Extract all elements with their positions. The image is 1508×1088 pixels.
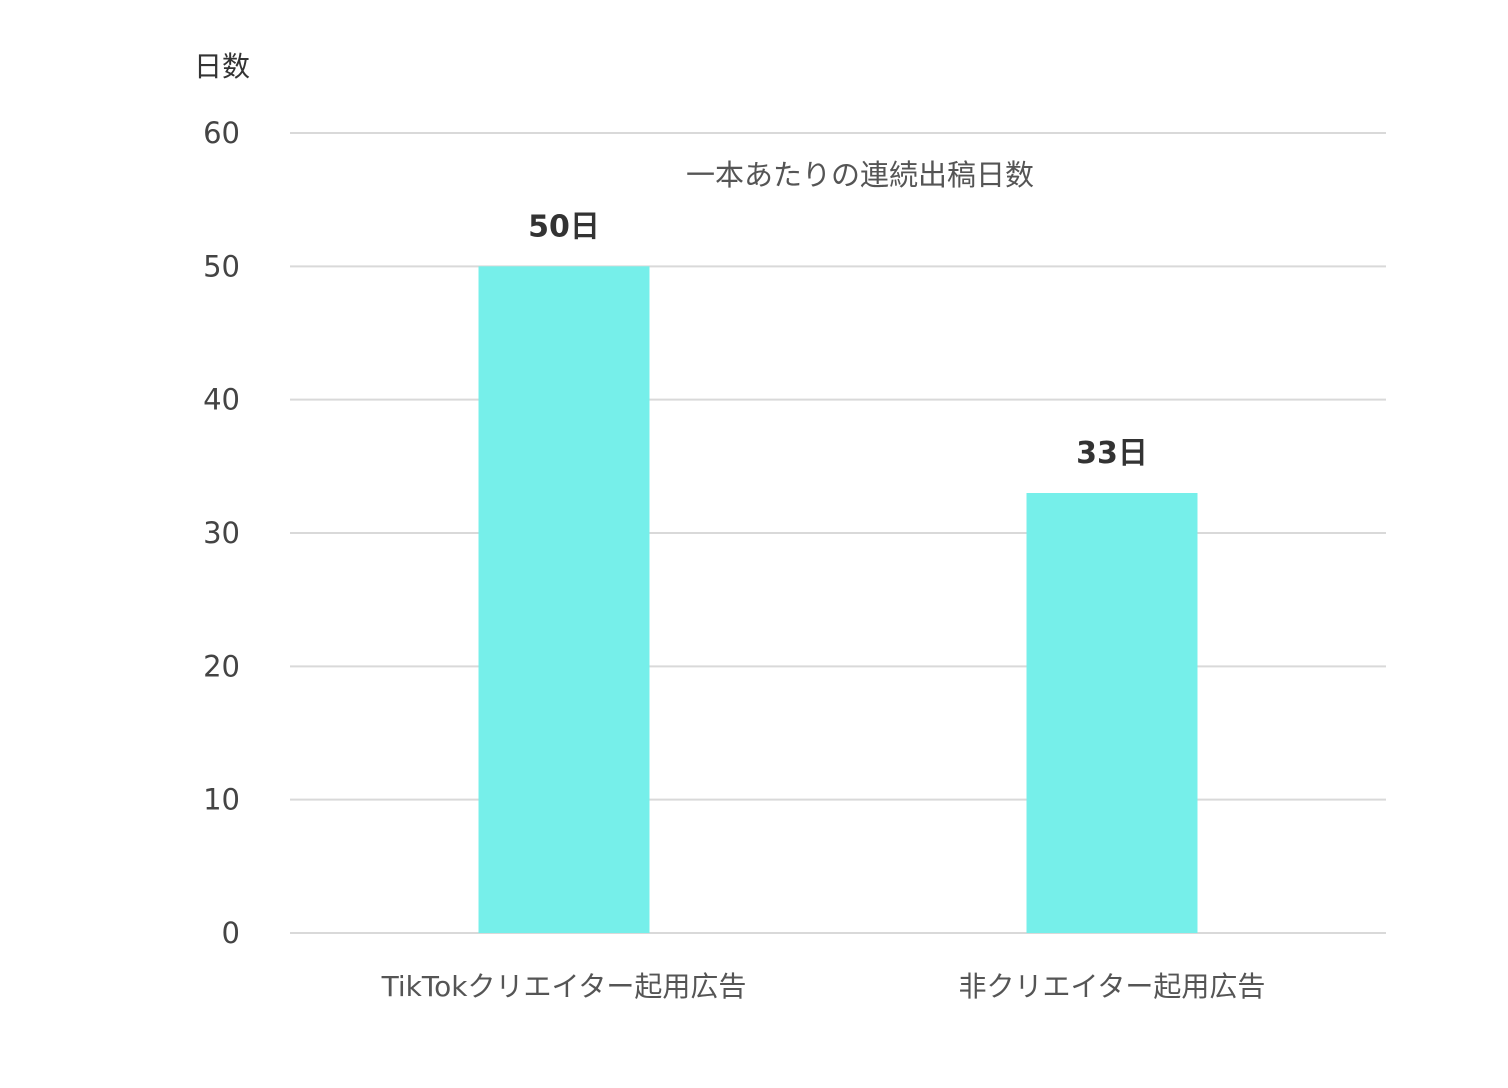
bar [478,266,650,933]
data-labels: 50日 33日 [528,209,1148,471]
y-tick-label: 40 [203,383,240,417]
bar [1026,493,1198,933]
category-labels: TikTokクリエイター起用広告 非クリエイター起用広告 [381,970,1266,1003]
bar-value-label: 33日 [1076,436,1148,471]
y-tick-label: 30 [203,516,240,550]
y-tick-label: 20 [203,649,240,683]
x-category-label: TikTokクリエイター起用広告 [381,970,747,1003]
y-tick-label: 60 [203,116,240,150]
y-axis-ticks: 0 10 20 30 40 50 60 [203,116,240,950]
y-tick-label: 10 [203,783,240,817]
chart-title: 一本あたりの連続出稿日数 [686,158,1034,192]
y-axis-label: 日数 [194,50,250,83]
y-tick-label: 0 [222,916,240,950]
x-category-label: 非クリエイター起用広告 [959,970,1266,1003]
gridlines [290,132,1386,934]
bars [478,266,1198,933]
bar-value-label: 50日 [528,209,600,244]
y-tick-label: 50 [203,249,240,283]
